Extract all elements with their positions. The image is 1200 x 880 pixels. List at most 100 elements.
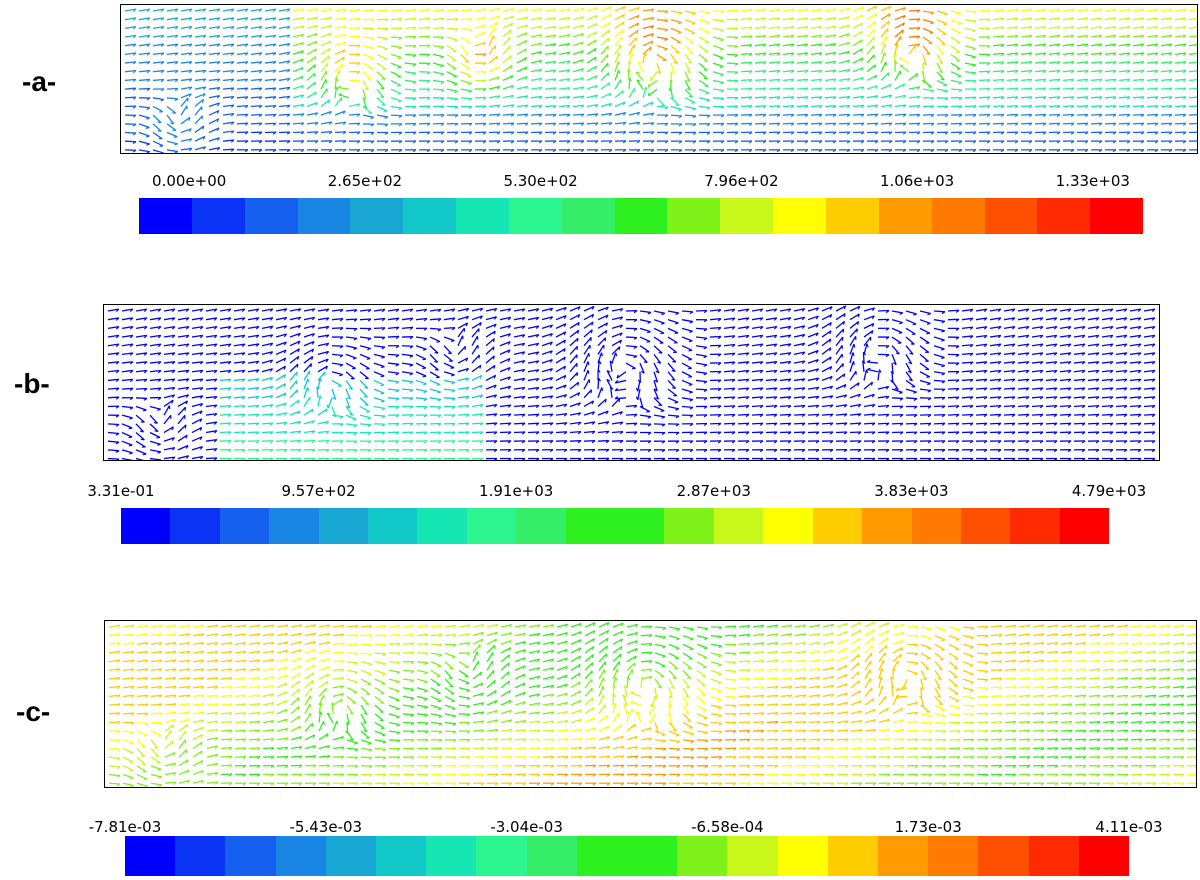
vector-arrow <box>377 106 387 110</box>
vector-arrow <box>503 56 511 64</box>
vector-arrow <box>598 378 599 389</box>
vector-arrow <box>699 37 709 42</box>
vector-arrow <box>934 320 945 322</box>
vector-arrow <box>1060 423 1071 424</box>
vector-arrow <box>447 46 456 52</box>
vector-arrow <box>416 389 427 391</box>
vector-arrow <box>965 46 976 49</box>
vector-arrow <box>178 425 186 433</box>
vector-arrowhead <box>972 49 975 50</box>
vector-arrow <box>136 398 147 399</box>
vector-arrow <box>895 71 900 81</box>
vector-arrow <box>125 133 136 134</box>
vector-arrowhead <box>689 96 692 97</box>
vector-arrow <box>668 363 675 371</box>
vector-arrowhead <box>465 62 468 63</box>
vector-arrow <box>570 330 579 337</box>
vector-arrow <box>150 415 157 423</box>
vector-arrow <box>920 320 930 324</box>
vector-arrow <box>391 54 402 57</box>
vector-arrow <box>178 415 185 423</box>
vector-arrowhead <box>381 357 384 358</box>
vector-arrowhead <box>944 24 947 25</box>
vector-arrow <box>570 346 577 354</box>
vector-arrowhead <box>720 75 723 76</box>
vector-arrow <box>486 356 494 363</box>
vector-arrowhead <box>338 94 341 95</box>
vector-arrow <box>391 98 402 101</box>
vector-arrow <box>363 19 374 20</box>
vector-arrow <box>570 338 578 345</box>
vector-arrowhead <box>689 392 692 393</box>
vector-arrow <box>447 98 458 99</box>
vector-arrow <box>920 372 930 377</box>
vector-arrow <box>335 98 342 107</box>
vector-arrowhead <box>619 347 620 350</box>
vector-arrow <box>965 115 976 116</box>
vector-arrow <box>178 407 186 415</box>
vector-arrow <box>682 346 692 351</box>
vector-arrowhead <box>899 58 902 59</box>
colorbar-segment <box>456 198 509 234</box>
vector-arrow <box>108 441 119 442</box>
vector-arrowhead <box>381 367 384 368</box>
vector-arrow <box>909 45 915 54</box>
vector-arrowhead <box>867 344 868 347</box>
vector-arrow <box>433 46 444 47</box>
vector-arrowhead <box>440 66 443 67</box>
vector-arrowhead <box>619 53 620 56</box>
colorbar-segment <box>139 198 192 234</box>
vector-arrowhead <box>675 105 678 106</box>
vector-arrowhead <box>422 359 425 360</box>
vector-arrowhead <box>897 44 898 47</box>
vector-arrow <box>433 54 444 56</box>
vector-arrowhead <box>147 152 150 153</box>
vector-arrow <box>584 330 592 337</box>
vector-arrow <box>629 38 636 46</box>
vector-arrow <box>727 54 738 55</box>
vector-arrowhead <box>364 388 367 389</box>
vector-arrow <box>433 89 444 90</box>
vector-arrow <box>122 415 133 418</box>
vector-arrow <box>461 28 472 29</box>
vector-arrowhead <box>381 401 384 402</box>
vector-arrow <box>965 54 976 57</box>
vector-arrowhead <box>367 348 370 349</box>
vector-arrowhead <box>636 388 637 391</box>
vector-arrow <box>934 337 945 340</box>
vector-arrowhead <box>1197 115 1198 117</box>
vector-arrow <box>1130 423 1141 424</box>
vector-arrow <box>766 423 777 424</box>
vector-arrow <box>727 63 738 64</box>
vector-arrow <box>671 28 681 32</box>
vector-arrow <box>360 337 371 338</box>
vector-arrowhead <box>146 136 149 137</box>
vector-arrowhead <box>160 146 163 147</box>
vector-arrowhead <box>676 313 679 314</box>
vector-arrow <box>461 46 468 55</box>
vector-arrowhead <box>675 323 678 324</box>
vector-arrow <box>1189 97 1198 98</box>
vector-arrow <box>587 132 598 133</box>
vector-arrow <box>447 54 456 60</box>
vector-arrow <box>668 354 676 362</box>
vector-arrow <box>934 363 945 366</box>
vector-arrow <box>710 406 721 407</box>
vector-arrowhead <box>945 91 948 92</box>
vector-arrow <box>923 46 930 55</box>
vector-arrow <box>321 79 326 89</box>
vector-arrowhead <box>885 44 886 47</box>
vector-arrow <box>444 372 455 375</box>
vector-arrowhead <box>941 349 944 350</box>
vector-arrow <box>752 423 763 424</box>
vector-arrow <box>1049 123 1060 124</box>
vector-arrowhead <box>437 392 440 393</box>
vector-arrow <box>1147 123 1158 124</box>
vector-arrow <box>629 88 634 98</box>
vector-arrow <box>598 399 606 406</box>
vector-arrowhead <box>381 376 384 377</box>
vector-arrow <box>304 364 311 372</box>
vector-arrow <box>1077 123 1088 124</box>
vector-arrow <box>965 63 976 65</box>
vector-arrow <box>430 398 441 400</box>
